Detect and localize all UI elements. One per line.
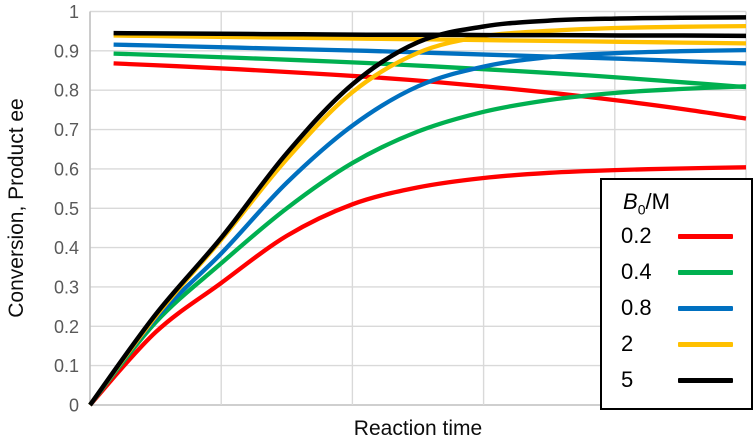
- legend-entry-line-swatch: [678, 269, 733, 275]
- y-tick-label: 0.4: [54, 238, 79, 258]
- curve-conversion-b0-0.2: [88, 165, 747, 407]
- gridlines: [89, 10, 747, 406]
- legend: B0/M 0.2 0.4 0.8 2 5: [600, 178, 753, 410]
- curve-product-ee-b0-0.4: [113, 51, 747, 90]
- y-tick-label: 0.3: [54, 277, 79, 297]
- y-tick-label: 0.2: [54, 317, 79, 337]
- y-tick-label: 0.9: [54, 41, 79, 61]
- y-tick-label: 0.8: [54, 81, 79, 101]
- y-tick-label: 0.1: [54, 356, 79, 376]
- legend-entry-label: 0.8: [621, 295, 652, 320]
- curve-product-ee-b0-5: [113, 30, 747, 39]
- legend-entry-label: 0.4: [621, 259, 652, 284]
- y-tick-label: 1: [69, 2, 79, 22]
- legend-entry-line-swatch: [678, 305, 733, 311]
- legend-entry-label: 2: [621, 331, 634, 356]
- x-axis-title: Reaction time: [353, 417, 483, 440]
- curve-conversion-b0-5: [88, 15, 747, 407]
- legend-entry-label: 0.2: [621, 223, 652, 248]
- y-tick-label: 0.5: [54, 199, 79, 219]
- legend-title-symbol: B: [623, 189, 638, 214]
- legend-entry-b0-0.2: 0.2: [602, 218, 751, 254]
- y-tick-label: 0.7: [54, 120, 79, 140]
- legend-entry-line-swatch: [678, 341, 733, 347]
- curves: [88, 15, 747, 407]
- curve-conversion-b0-0.4: [88, 84, 747, 407]
- legend-entry-b0-2: 2: [602, 326, 751, 362]
- legend-entry-b0-0.8: 0.8: [602, 290, 751, 326]
- legend-entry-b0-0.4: 0.4: [602, 254, 751, 290]
- curve-product-ee-b0-0.8: [113, 42, 747, 66]
- curve-conversion-b0-0.8: [88, 47, 747, 407]
- legend-title-subscript: 0: [637, 201, 646, 218]
- legend-title-unit: /M: [645, 189, 670, 214]
- y-tick-label: 0.6: [54, 159, 79, 179]
- legend-entry-line-swatch: [678, 377, 733, 383]
- y-axis-title: Conversion, Product ee: [5, 98, 28, 318]
- legend-entry-label: 5: [621, 367, 634, 392]
- y-tick-label: 0: [69, 396, 79, 416]
- y-axis-tick-labels: 0 0.1 0.2 0.3 0.4 0.5 0.6 0.7 0.8 0.9 1: [54, 2, 79, 416]
- legend-entry-b0-5: 5: [602, 362, 751, 398]
- legend-entry-line-swatch: [678, 233, 733, 239]
- legend-title: B0/M: [623, 188, 751, 218]
